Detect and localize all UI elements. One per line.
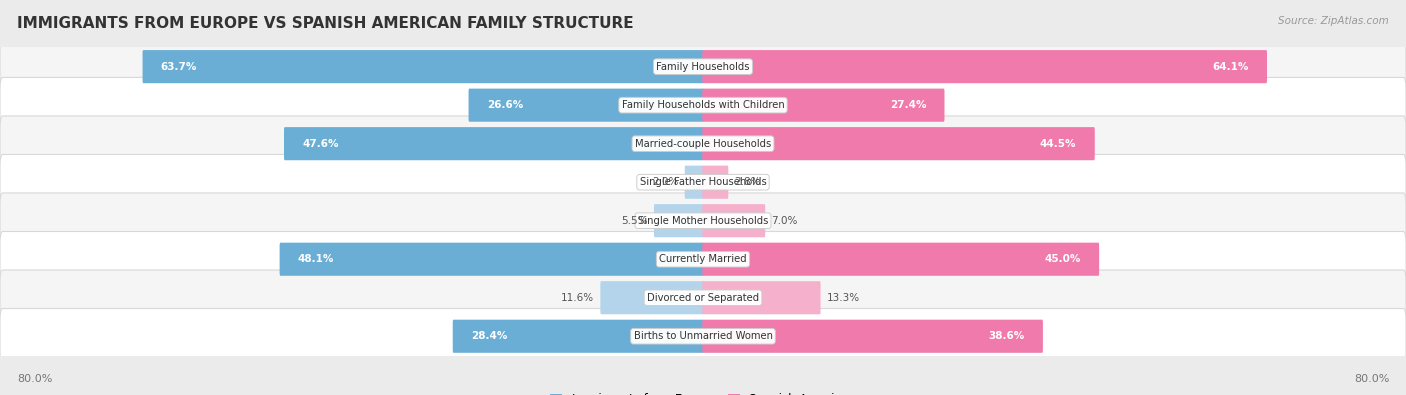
Text: 26.6%: 26.6% — [486, 100, 523, 110]
FancyBboxPatch shape — [468, 88, 704, 122]
Text: Births to Unmarried Women: Births to Unmarried Women — [634, 331, 772, 341]
FancyBboxPatch shape — [0, 193, 1406, 248]
Text: 80.0%: 80.0% — [17, 374, 52, 384]
FancyBboxPatch shape — [703, 204, 765, 237]
FancyBboxPatch shape — [703, 243, 1099, 276]
Text: 38.6%: 38.6% — [988, 331, 1025, 341]
Text: 80.0%: 80.0% — [1354, 374, 1389, 384]
Text: Single Mother Households: Single Mother Households — [638, 216, 768, 226]
FancyBboxPatch shape — [280, 243, 704, 276]
FancyBboxPatch shape — [703, 281, 821, 314]
Text: 28.4%: 28.4% — [471, 331, 508, 341]
FancyBboxPatch shape — [0, 154, 1406, 210]
Text: 2.8%: 2.8% — [734, 177, 761, 187]
FancyBboxPatch shape — [0, 77, 1406, 133]
Text: 48.1%: 48.1% — [298, 254, 335, 264]
FancyBboxPatch shape — [600, 281, 704, 314]
Text: 47.6%: 47.6% — [302, 139, 339, 149]
FancyBboxPatch shape — [0, 308, 1406, 364]
FancyBboxPatch shape — [453, 320, 704, 353]
FancyBboxPatch shape — [685, 166, 704, 199]
Text: 13.3%: 13.3% — [827, 293, 860, 303]
Text: Married-couple Households: Married-couple Households — [636, 139, 770, 149]
Text: Family Households: Family Households — [657, 62, 749, 71]
FancyBboxPatch shape — [0, 231, 1406, 287]
FancyBboxPatch shape — [654, 204, 704, 237]
FancyBboxPatch shape — [703, 127, 1095, 160]
Text: Source: ZipAtlas.com: Source: ZipAtlas.com — [1278, 16, 1389, 26]
FancyBboxPatch shape — [142, 50, 704, 83]
FancyBboxPatch shape — [703, 88, 945, 122]
Text: Single Father Households: Single Father Households — [640, 177, 766, 187]
Text: 7.0%: 7.0% — [772, 216, 799, 226]
Text: 63.7%: 63.7% — [160, 62, 197, 71]
FancyBboxPatch shape — [703, 320, 1043, 353]
Text: 64.1%: 64.1% — [1212, 62, 1249, 71]
Text: Family Households with Children: Family Households with Children — [621, 100, 785, 110]
FancyBboxPatch shape — [0, 270, 1406, 325]
Text: 2.0%: 2.0% — [652, 177, 678, 187]
FancyBboxPatch shape — [703, 50, 1267, 83]
Text: 27.4%: 27.4% — [890, 100, 927, 110]
Text: 45.0%: 45.0% — [1045, 254, 1081, 264]
Text: IMMIGRANTS FROM EUROPE VS SPANISH AMERICAN FAMILY STRUCTURE: IMMIGRANTS FROM EUROPE VS SPANISH AMERIC… — [17, 16, 634, 31]
Legend: Immigrants from Europe, Spanish American: Immigrants from Europe, Spanish American — [546, 389, 860, 395]
FancyBboxPatch shape — [703, 166, 728, 199]
Text: Divorced or Separated: Divorced or Separated — [647, 293, 759, 303]
FancyBboxPatch shape — [0, 39, 1406, 94]
Text: 11.6%: 11.6% — [561, 293, 593, 303]
FancyBboxPatch shape — [284, 127, 704, 160]
Text: Currently Married: Currently Married — [659, 254, 747, 264]
Text: 44.5%: 44.5% — [1040, 139, 1077, 149]
FancyBboxPatch shape — [0, 116, 1406, 171]
Text: 5.5%: 5.5% — [621, 216, 648, 226]
